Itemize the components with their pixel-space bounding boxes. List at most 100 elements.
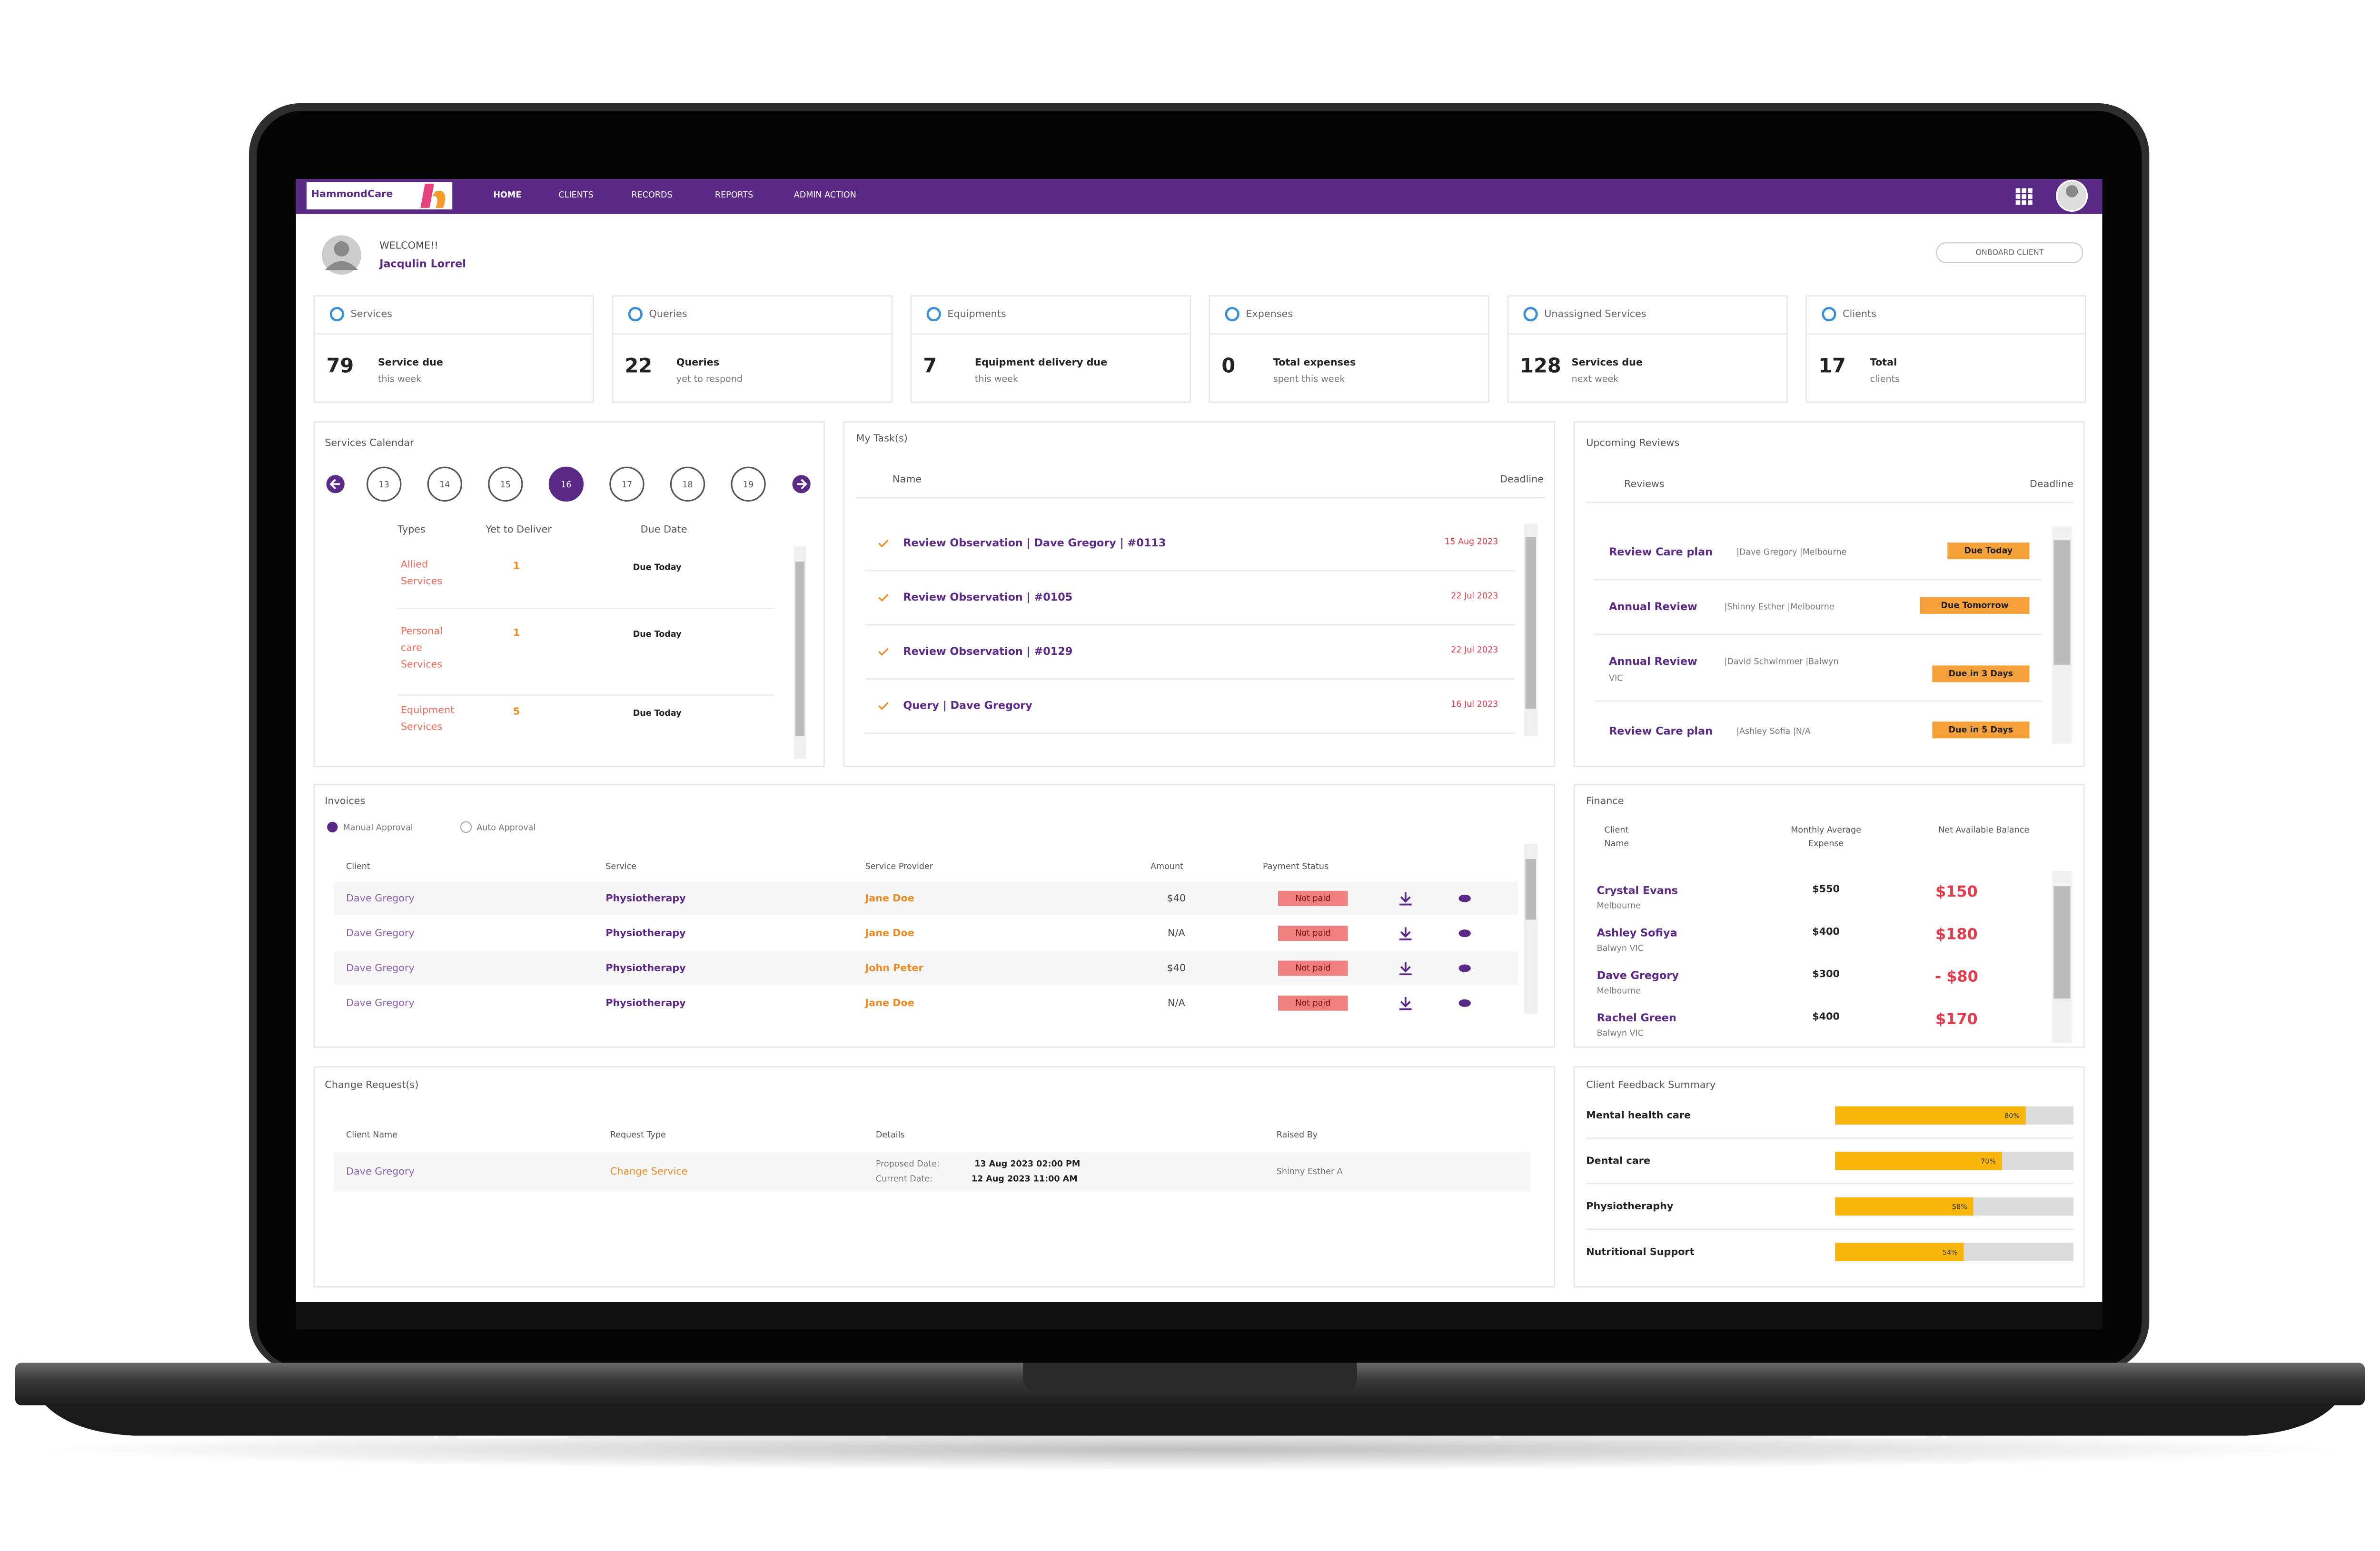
date-label[interactable]: 19	[743, 480, 754, 490]
label: - $80	[1935, 968, 1978, 986]
label: Dave Gregory	[346, 997, 415, 1008]
stat-icon	[1822, 306, 1836, 322]
column-header: Net Available Balance	[1938, 825, 2029, 835]
label: |Dave Gregory |Melbourne	[1736, 548, 1846, 557]
label: Dave Gregory	[346, 892, 415, 904]
view-icon[interactable]	[1458, 894, 1471, 902]
task-link[interactable]: Query | Dave Gregory	[903, 700, 1032, 712]
stat-icon	[329, 306, 345, 322]
label: Dave Gregory	[346, 927, 415, 939]
onboard-button[interactable]	[1936, 242, 2083, 263]
label: Ashley Sofiya	[1597, 927, 1677, 939]
panel	[313, 295, 595, 403]
column-header: Client	[346, 862, 370, 871]
task-check	[878, 702, 889, 710]
nav-item[interactable]: CLIENTS	[558, 190, 593, 200]
nav-item[interactable]: ADMIN ACTION	[794, 190, 856, 200]
label: 15 Aug 2023	[1445, 537, 1498, 546]
date-label[interactable]: 17	[622, 480, 632, 490]
deadline-badge	[1932, 665, 2030, 682]
date-circle[interactable]	[670, 466, 705, 502]
label: Jane Doe	[864, 927, 914, 939]
date-label[interactable]: 14	[439, 480, 450, 490]
label: Change Service	[610, 1166, 687, 1177]
screen-bottom	[296, 1302, 2102, 1330]
stat-value: 0	[1221, 355, 1235, 377]
label: Services	[401, 659, 442, 670]
date-label[interactable]: 13	[379, 480, 389, 490]
label: Crystal Evans	[1597, 884, 1678, 897]
date-circle[interactable]	[427, 466, 462, 502]
label: Total expenses	[1273, 356, 1356, 368]
label: $300	[1812, 968, 1840, 979]
view-icon[interactable]	[1458, 929, 1471, 938]
panel	[1573, 784, 2085, 1048]
nav-item[interactable]: HOME	[493, 190, 521, 200]
task-link[interactable]: Review Observation | #0129	[903, 645, 1072, 658]
date-label[interactable]: 18	[682, 480, 693, 490]
label: $40	[1167, 962, 1186, 973]
feedback-bar	[1835, 1152, 2002, 1170]
radio-selected[interactable]	[327, 821, 338, 833]
deadline-badge	[1932, 721, 2030, 739]
label: Annual Review	[1609, 601, 1697, 613]
panel	[612, 295, 893, 403]
column-header: Types	[397, 524, 425, 535]
label: My Task(s)	[856, 433, 907, 444]
bar-label: 54%	[1943, 1249, 1958, 1256]
column-header: Deadline	[2030, 478, 2073, 489]
label[interactable]: Manual Approval	[343, 823, 413, 833]
download-icon[interactable]	[1399, 997, 1412, 1010]
date-label[interactable]: 15	[500, 480, 511, 490]
nav-item[interactable]: REPORTS	[715, 190, 753, 200]
bar-label: 70%	[1981, 1158, 1996, 1166]
label: Due Today	[633, 630, 682, 639]
view-icon[interactable]	[1458, 999, 1471, 1007]
date-circle[interactable]	[548, 466, 584, 502]
nav-item[interactable]: RECORDS	[632, 190, 673, 200]
stat-icon	[1523, 306, 1538, 322]
stat-value: 7	[923, 355, 937, 377]
download-icon[interactable]	[1399, 892, 1412, 906]
label: N/A	[1168, 997, 1185, 1008]
date-circle[interactable]	[731, 466, 766, 502]
label: $170	[1935, 1010, 1978, 1028]
onboard-button-label[interactable]: ONBOARD CLIENT	[1975, 247, 2043, 257]
label: next week	[1572, 374, 1619, 385]
date-circle[interactable]	[367, 466, 402, 502]
column-header: Request Type	[610, 1130, 666, 1140]
label: $550	[1812, 883, 1840, 895]
label: Personal	[401, 625, 443, 637]
date-circle[interactable]	[488, 466, 523, 502]
label: Physiotherapy	[605, 962, 686, 973]
apps-icon[interactable]	[2015, 188, 2033, 205]
arrow-glyph	[797, 479, 807, 490]
arrow-glyph	[329, 479, 340, 490]
label: 22 Jul 2023	[1451, 645, 1498, 655]
feedback-bar	[1835, 1243, 1964, 1261]
scrollbar-thumb	[2053, 886, 2071, 999]
bar-label: 80%	[2004, 1112, 2020, 1120]
bar-label: 58%	[1952, 1204, 1967, 1211]
scrollbar-thumb	[1525, 537, 1537, 709]
download-icon[interactable]	[1399, 927, 1412, 940]
radio[interactable]	[460, 821, 472, 833]
label: Client Feedback Summary	[1586, 1079, 1716, 1090]
label: Jacqulin Lorrel	[378, 257, 466, 270]
row-bg	[334, 1152, 1530, 1192]
date-circle[interactable]	[609, 466, 645, 502]
label: |Shinny Esther |Melbourne	[1724, 603, 1834, 612]
download-icon[interactable]	[1399, 962, 1412, 976]
label: |Ashley Sofia |N/A	[1736, 727, 1811, 736]
date-label[interactable]: 16	[561, 480, 571, 490]
label: spent this week	[1273, 374, 1346, 385]
label[interactable]: Auto Approval	[476, 823, 536, 833]
label: Upcoming Reviews	[1586, 437, 1679, 448]
column-header: Amount	[1150, 862, 1183, 871]
view-icon[interactable]	[1458, 964, 1471, 972]
task-link[interactable]: Review Observation | Dave Gregory | #011…	[903, 537, 1166, 549]
label: 1	[513, 627, 520, 638]
task-link[interactable]: Review Observation | #0105	[903, 591, 1072, 603]
stat-value: 128	[1520, 355, 1561, 377]
